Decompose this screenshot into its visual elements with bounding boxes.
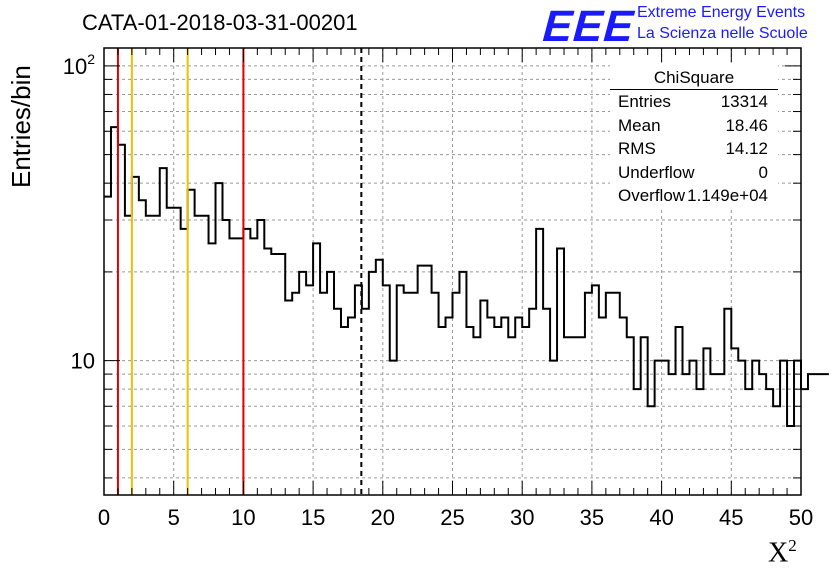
chart-title: CATA-01-2018-03-31-00201 <box>82 10 358 35</box>
x-tick-label: 10 <box>231 505 255 530</box>
x-tick-label: 15 <box>301 505 325 530</box>
x-tick-label: 25 <box>440 505 464 530</box>
stats-row-rms: RMS 14.12 <box>610 137 778 161</box>
y-tick-label: 102 <box>63 51 95 79</box>
stats-label: Entries <box>618 92 671 111</box>
logo-text-line1: Extreme Energy Events <box>637 4 806 21</box>
x-tick-label: 30 <box>510 505 534 530</box>
stats-value: 1.149e+04 <box>687 186 768 205</box>
x-tick-label: 5 <box>168 505 180 530</box>
x-tick-label: 0 <box>98 505 110 530</box>
x-tick-label: 50 <box>789 505 813 530</box>
stats-value: 14.12 <box>725 139 768 158</box>
stats-label: Underflow <box>618 162 695 182</box>
stats-label: Mean <box>618 115 661 135</box>
stats-value: 0 <box>758 162 768 182</box>
x-tick-label: 45 <box>719 505 743 530</box>
histogram-series <box>104 126 829 428</box>
stats-value: 18.46 <box>725 115 768 135</box>
stats-row-overflow: Overflow 1.149e+04 <box>610 184 778 208</box>
logo-text-line2: La Scienza nelle Scuole <box>637 25 808 42</box>
x-tick-label: 40 <box>649 505 673 530</box>
stats-box: ChiSquare Entries 13314 Mean 18.46 RMS 1… <box>610 64 778 208</box>
x-tick-label: 35 <box>580 505 604 530</box>
stats-row-underflow: Underflow 0 <box>610 161 778 185</box>
stats-value: 13314 <box>720 92 768 111</box>
y-tick-label: 10 <box>71 349 95 374</box>
stats-title: ChiSquare <box>610 64 778 90</box>
stats-label: Overflow <box>618 186 686 205</box>
y-axis-label: Entries/bin <box>6 65 36 188</box>
x-tick-label: 20 <box>371 505 395 530</box>
eee-logo: EEE <box>541 2 636 51</box>
x-axis-label: X2 <box>768 536 797 569</box>
stats-label: RMS <box>618 139 656 158</box>
stats-row-entries: Entries 13314 <box>610 90 778 114</box>
stats-row-mean: Mean 18.46 <box>610 114 778 138</box>
